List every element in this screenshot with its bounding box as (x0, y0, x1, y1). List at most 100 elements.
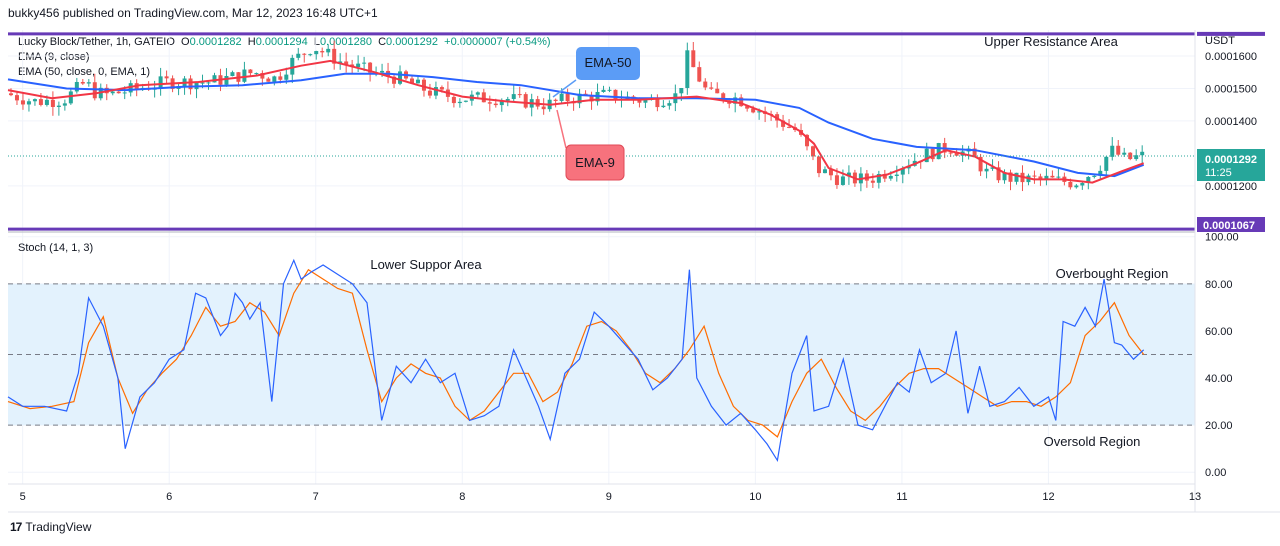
candle-body (1002, 172, 1007, 181)
candle-body (266, 78, 271, 82)
candle-body (936, 143, 941, 160)
candle-body (978, 156, 983, 172)
ema50-line (7, 72, 1145, 178)
stoch-title[interactable]: Stoch (14, 1, 3) (18, 242, 93, 254)
candle-body (613, 89, 618, 101)
change-value: +0.0000007 (+0.54%) (444, 36, 551, 48)
candle-body (392, 76, 397, 84)
candle-body (948, 152, 953, 154)
candle-body (1068, 181, 1073, 188)
candle-body (517, 94, 522, 96)
stoch-axis-ticks[interactable]: 100.00 80.00 60.00 40.00 20.00 0.00 (1205, 232, 1239, 480)
candle-body (302, 53, 307, 55)
candle-body (86, 82, 91, 84)
ema9-callout-label: EMA-9 (575, 155, 615, 170)
candle-body (32, 99, 37, 102)
candle-body (320, 51, 325, 53)
tradingview-logo-icon: 17 (10, 520, 22, 534)
candle-body (577, 93, 582, 104)
candle-body (661, 105, 666, 108)
resistance-price-badge (1197, 31, 1265, 36)
candle-body (1098, 170, 1103, 176)
candle-body (685, 50, 690, 89)
tradingview-footer[interactable]: 17 TradingView (10, 520, 91, 534)
candle-body (954, 152, 959, 156)
ema50-callout: EMA-50 (552, 47, 640, 98)
candle-body (787, 126, 792, 128)
low-label: L (313, 36, 320, 48)
time-tick-label: 11 (896, 491, 907, 503)
candle-body (272, 76, 277, 82)
candle-body (703, 81, 708, 88)
candle-body (326, 48, 331, 53)
candle-body (248, 69, 253, 74)
high-label: H (247, 36, 256, 48)
candle-body (733, 97, 738, 104)
ema50-callout-box (576, 47, 640, 80)
candle-body (721, 93, 726, 101)
candle-body (846, 172, 851, 177)
candle-body (254, 73, 259, 75)
stoch-tick-label: 0.00 (1205, 467, 1226, 479)
candle-body (1110, 145, 1115, 157)
candle-body (679, 88, 684, 94)
candle-body (1032, 175, 1037, 177)
candle-body (439, 87, 444, 90)
candle-body (481, 92, 486, 103)
candle-body (1086, 176, 1091, 184)
current-price-value: 0.0001292 (1205, 154, 1257, 166)
currency-label: USDT (1205, 35, 1235, 47)
candle-body (691, 50, 696, 68)
ema50-legend[interactable]: EMA (50, close, 0, EMA, 1) (18, 66, 151, 78)
candle-body (499, 100, 504, 106)
price-tick-label: 0.0001400 (1205, 116, 1257, 128)
symbol-name: Lucky Block/Tether, 1h, GATEIO (18, 36, 175, 48)
overbought-label: Overbought Region (1056, 266, 1169, 281)
candle-body (781, 120, 786, 127)
candle-body (44, 99, 49, 105)
candle-body (589, 95, 594, 102)
candle-body (565, 93, 570, 102)
candle-body (314, 51, 319, 55)
candle-body (308, 54, 313, 56)
candle-body (56, 105, 61, 107)
candle-body (1056, 176, 1061, 178)
candle-body (368, 62, 373, 73)
candle-body (655, 98, 660, 108)
stoch-tick-label: 100.00 (1205, 232, 1239, 244)
candle-body (332, 48, 337, 64)
candle-body (493, 103, 498, 106)
candle-body (559, 93, 564, 101)
stoch-tick-label: 20.00 (1205, 420, 1233, 432)
time-axis-ticks[interactable]: 5 6 7 8 9 10 11 12 13 (20, 491, 1202, 503)
candle-body (745, 106, 750, 109)
candle-body (1008, 172, 1013, 182)
candle-body (1014, 172, 1019, 182)
candle-body (805, 134, 810, 147)
candle-body (511, 94, 516, 99)
candle-body (356, 63, 361, 68)
candle-body (757, 111, 762, 113)
candle-body (1074, 185, 1079, 188)
candle-body (164, 76, 169, 79)
ema9-legend[interactable]: EMA (9, close) (18, 51, 90, 63)
candle-body (74, 81, 79, 92)
ema9-callout-box (565, 144, 625, 181)
candle-body (290, 57, 295, 75)
candle-body (607, 89, 612, 91)
time-tick-label: 10 (749, 491, 761, 503)
price-tick-label: 0.0001500 (1205, 83, 1257, 95)
candle-body (739, 97, 744, 107)
price-axis-ticks[interactable]: 0.0001600 0.0001500 0.0001400 0.0001200 (1205, 51, 1257, 193)
time-tick-label: 5 (20, 491, 26, 503)
candle-body (876, 173, 881, 183)
candle-body (212, 75, 217, 83)
candle-body (840, 176, 845, 185)
candle-body (260, 73, 265, 79)
candle-body (709, 87, 714, 89)
candle-body (415, 79, 420, 84)
publisher-header: bukky456 published on TradingView.com, M… (8, 6, 378, 20)
candle-body (541, 106, 546, 110)
candle-body (811, 146, 816, 157)
